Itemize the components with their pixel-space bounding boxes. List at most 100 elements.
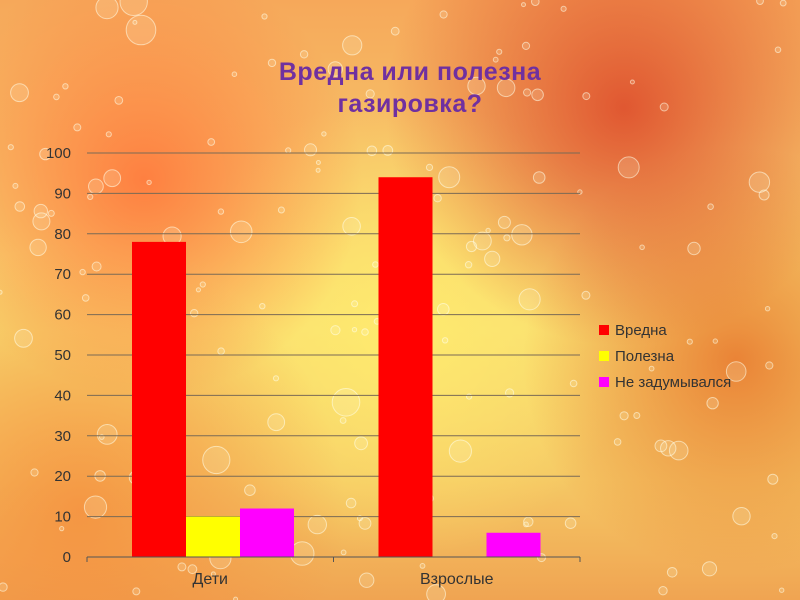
bubble xyxy=(748,171,771,193)
y-tick-label: 70 xyxy=(54,266,71,283)
y-tick-label: 10 xyxy=(54,509,71,526)
legend-swatch xyxy=(599,325,609,335)
bubble xyxy=(307,514,327,535)
bubble xyxy=(639,244,645,251)
bubble xyxy=(687,241,701,256)
bubble xyxy=(299,50,309,59)
bubble xyxy=(629,79,635,85)
bubble xyxy=(648,365,655,372)
bubble xyxy=(330,325,341,336)
bubble xyxy=(79,268,86,276)
bubble xyxy=(267,413,286,432)
bubble xyxy=(361,328,369,336)
bubble xyxy=(531,0,540,6)
bubble xyxy=(10,83,29,103)
bubble xyxy=(492,56,499,63)
bubble xyxy=(342,35,363,56)
y-tick-label: 30 xyxy=(54,428,71,445)
bubble xyxy=(358,517,372,530)
bubble xyxy=(53,93,60,101)
y-tick-label: 20 xyxy=(54,468,71,485)
bar-1-1 xyxy=(132,241,186,557)
bubble xyxy=(259,303,266,310)
bubble xyxy=(771,533,778,540)
bubble xyxy=(7,144,14,151)
bubble xyxy=(686,338,693,345)
bubble xyxy=(660,440,677,457)
bubble xyxy=(105,131,112,138)
bubble xyxy=(617,156,640,179)
bubble xyxy=(419,563,426,569)
bubble xyxy=(666,567,678,578)
bubble xyxy=(765,361,774,370)
bubble xyxy=(87,193,94,200)
bubble xyxy=(365,89,375,99)
bubble xyxy=(233,596,239,600)
bubble xyxy=(425,163,434,171)
bubble xyxy=(207,138,216,146)
chart-title: Вредна или полезна газировка? xyxy=(200,56,620,120)
bubble xyxy=(581,290,591,300)
title-line-2: газировка? xyxy=(337,90,483,118)
y-tick-label: 100 xyxy=(46,145,71,162)
bubble xyxy=(496,48,503,55)
bubble xyxy=(438,166,461,189)
bubble xyxy=(12,182,19,189)
bubble xyxy=(96,424,118,445)
bubble xyxy=(464,261,473,269)
bubble xyxy=(582,92,591,101)
bubble xyxy=(39,147,52,161)
bubble xyxy=(351,327,358,333)
bubble xyxy=(29,238,47,257)
bubble xyxy=(518,288,541,311)
bubble xyxy=(668,440,689,461)
bubble xyxy=(467,76,486,96)
legend-label: Вредна xyxy=(615,322,667,339)
bubble xyxy=(354,436,369,451)
bubble xyxy=(701,561,718,577)
bubble xyxy=(195,287,201,293)
bubble xyxy=(315,167,321,173)
bubble xyxy=(103,169,122,188)
bubble xyxy=(659,102,669,112)
bubble xyxy=(560,5,567,12)
bubble xyxy=(345,497,357,509)
bubble xyxy=(14,328,33,348)
bubble xyxy=(756,0,764,5)
x-category-label: Взрослые xyxy=(420,571,494,588)
bubble xyxy=(511,224,533,246)
bubble xyxy=(125,14,157,46)
bubble xyxy=(81,294,90,302)
bubble xyxy=(569,379,578,388)
bubble xyxy=(177,562,187,572)
bubble xyxy=(199,281,206,288)
bubble xyxy=(342,217,361,236)
bubble xyxy=(521,2,526,8)
bubble xyxy=(146,179,152,186)
title-line-1: Вредна или полезна xyxy=(278,58,542,86)
bubble xyxy=(439,10,448,19)
bubble xyxy=(210,571,216,577)
legend-label: Не задумывался xyxy=(615,374,731,391)
bubble xyxy=(658,586,668,596)
bubble xyxy=(764,306,771,312)
bubble xyxy=(359,572,375,588)
bubble xyxy=(613,438,622,446)
bubble xyxy=(712,338,718,344)
bubble xyxy=(532,171,546,184)
bubble xyxy=(244,484,256,497)
bubble xyxy=(448,439,472,463)
y-tick-label: 80 xyxy=(54,226,71,243)
bubble xyxy=(707,203,714,210)
y-axis-ticks: 0 10 20 30 40 50 60 70 80 90 100 xyxy=(46,145,71,566)
x-axis: Дети Взрослые xyxy=(86,556,581,588)
bubble xyxy=(484,250,501,267)
y-tick-label: 60 xyxy=(54,307,71,324)
bubble xyxy=(372,261,379,268)
bubble xyxy=(33,203,48,219)
bubble xyxy=(774,46,782,54)
bubble xyxy=(217,208,225,215)
bubble xyxy=(114,96,124,105)
bubble xyxy=(531,88,544,102)
